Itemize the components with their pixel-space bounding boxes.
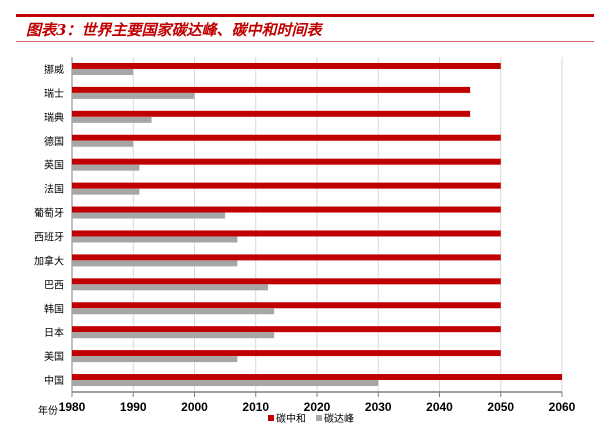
chart-title: 图表3：世界主要国家碳达峰、碳中和时间表 — [26, 21, 322, 39]
title-bottom-rule — [16, 41, 594, 42]
x-tick-label: 2020 — [304, 400, 331, 414]
category-label: 韩国 — [44, 302, 64, 315]
bar-carbon-peak — [72, 92, 195, 99]
category-label: 日本 — [44, 326, 64, 339]
category-label: 法国 — [44, 183, 64, 196]
title-top-rule — [16, 14, 594, 17]
bar-carbon-peak — [72, 116, 152, 123]
bar-carbon-neutral — [72, 182, 501, 189]
bar-carbon-peak — [72, 380, 379, 387]
bar-carbon-peak — [72, 164, 140, 171]
bar-carbon-peak — [72, 356, 238, 363]
legend-label: 碳中和 — [276, 412, 306, 425]
bar-carbon-peak — [72, 284, 268, 291]
legend-swatch — [316, 415, 322, 421]
bar-carbon-neutral — [72, 110, 471, 117]
x-tick-label: 2050 — [487, 400, 514, 414]
category-label: 美国 — [44, 350, 64, 363]
bar-carbon-peak — [72, 212, 226, 219]
bar-carbon-peak — [72, 68, 134, 75]
bar-carbon-peak — [72, 308, 275, 315]
bar-carbon-peak — [72, 236, 238, 243]
bar-carbon-neutral — [72, 134, 501, 141]
bar-carbon-neutral — [72, 158, 501, 165]
x-tick-label: 2030 — [365, 400, 392, 414]
bar-carbon-neutral — [72, 302, 501, 309]
bar-carbon-neutral — [72, 230, 501, 237]
bar-carbon-neutral — [72, 326, 501, 333]
category-label: 西班牙 — [34, 231, 64, 243]
x-tick-label: 2000 — [181, 400, 208, 414]
category-label: 中国 — [44, 374, 64, 387]
legend-swatch — [268, 415, 274, 421]
x-tick-label: 2010 — [242, 400, 269, 414]
category-label: 葡萄牙 — [34, 207, 64, 220]
x-tick-label: 1980 — [59, 400, 86, 414]
category-label: 德国 — [44, 135, 64, 148]
x-tick-label: 2060 — [549, 400, 576, 414]
legend-label: 碳达峰 — [324, 412, 354, 425]
x-axis-label: 年份 — [38, 404, 58, 417]
bar-carbon-peak — [72, 260, 238, 267]
category-label: 加拿大 — [34, 254, 64, 267]
category-label: 挪威 — [44, 63, 64, 76]
x-tick-label: 1990 — [120, 400, 147, 414]
bar-carbon-neutral — [72, 350, 501, 357]
category-label: 瑞典 — [44, 111, 64, 124]
bar-carbon-neutral — [72, 254, 501, 261]
bar-carbon-neutral — [72, 374, 562, 381]
bar-carbon-peak — [72, 188, 140, 195]
bar-carbon-neutral — [72, 278, 501, 285]
bar-carbon-neutral — [72, 62, 501, 69]
bar-carbon-neutral — [72, 206, 501, 213]
bar-carbon-peak — [72, 140, 134, 147]
x-tick-label: 2040 — [426, 400, 453, 414]
bar-carbon-neutral — [72, 86, 471, 93]
bar-carbon-peak — [72, 332, 275, 339]
category-label: 瑞士 — [44, 87, 64, 100]
category-label: 英国 — [44, 159, 64, 172]
category-label: 巴西 — [44, 279, 64, 291]
